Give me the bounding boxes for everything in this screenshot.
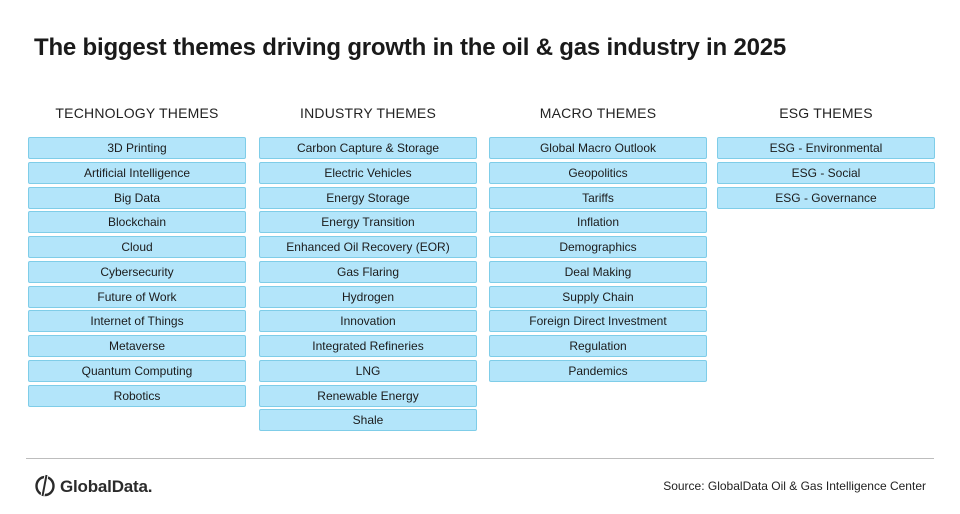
theme-box: Renewable Energy bbox=[259, 384, 477, 407]
theme-box: Cloud bbox=[28, 236, 246, 258]
source-note: Source: GlobalData Oil & Gas Intelligenc… bbox=[663, 479, 926, 493]
column-esg-themes: ESG THEMES ESG - Environmental ESG - Soci… bbox=[717, 104, 935, 211]
theme-box: Quantum Computing bbox=[28, 359, 246, 382]
theme-box: Shale bbox=[259, 409, 477, 432]
theme-box: Foreign Direct Investment bbox=[489, 310, 707, 333]
theme-list: ESG - Environmental ESG - Social ESG - Gov… bbox=[717, 137, 935, 209]
column-heading: MACRO THEMES bbox=[539, 105, 657, 121]
theme-box: Cybersecurity bbox=[28, 260, 246, 283]
theme-box: 3D Printing bbox=[28, 137, 246, 159]
theme-box: Supply Chain bbox=[489, 285, 707, 308]
column-industry-themes: INDUSTRY THEMES Carbon Capture & Storage… bbox=[259, 104, 477, 434]
theme-box: Electric Vehicles bbox=[259, 161, 477, 184]
theme-box: Artificial Intelligence bbox=[28, 161, 246, 184]
column-heading: ESG THEMES bbox=[779, 105, 873, 121]
theme-box: Integrated Refineries bbox=[259, 335, 477, 357]
theme-box: Deal Making bbox=[489, 260, 707, 283]
theme-box: ESG - Social bbox=[717, 161, 935, 184]
theme-list: Global Macro Outlook Geopolitics Tariffs In… bbox=[489, 137, 707, 382]
theme-box: ESG - Environmental bbox=[717, 137, 935, 159]
theme-list: Carbon Capture & Storage Electric Vehicle… bbox=[259, 137, 477, 432]
theme-list: 3D Printing Artificial Intelligence Big Da… bbox=[28, 137, 246, 407]
column-technology-themes: TECHNOLOGY THEMES 3D Printing Artificial … bbox=[28, 104, 246, 409]
column-macro-themes: MACRO THEMES Global Macro Outlook Geopoli… bbox=[489, 104, 707, 385]
column-heading: INDUSTRY THEMES bbox=[299, 105, 437, 121]
theme-box: Inflation bbox=[489, 211, 707, 234]
theme-box: Geopolitics bbox=[489, 161, 707, 184]
theme-box: Metaverse bbox=[28, 335, 246, 357]
theme-box: ESG - Governance bbox=[717, 186, 935, 209]
theme-box: Hydrogen bbox=[259, 285, 477, 308]
theme-box: Robotics bbox=[28, 384, 246, 407]
theme-box: Pandemics bbox=[489, 359, 707, 382]
column-heading: TECHNOLOGY THEMES bbox=[55, 105, 219, 121]
theme-box: Gas Flaring bbox=[259, 260, 477, 283]
theme-box: LNG bbox=[259, 359, 477, 382]
theme-box: Regulation bbox=[489, 335, 707, 357]
theme-box: Carbon Capture & Storage bbox=[259, 137, 477, 159]
theme-box: Enhanced Oil Recovery (EOR) bbox=[259, 236, 477, 258]
theme-box: Internet of Things bbox=[28, 310, 246, 333]
theme-box: Tariffs bbox=[489, 186, 707, 209]
globaldata-logo: GlobalData. bbox=[34, 474, 152, 500]
theme-box: Innovation bbox=[259, 310, 477, 333]
theme-box: Future of Work bbox=[28, 285, 246, 308]
page-title: The biggest themes driving growth in the… bbox=[34, 34, 787, 61]
logo-text: GlobalData. bbox=[60, 477, 153, 496]
theme-box: Blockchain bbox=[28, 211, 246, 234]
theme-box: Energy Transition bbox=[259, 211, 477, 234]
theme-box: Demographics bbox=[489, 236, 707, 258]
theme-box: Energy Storage bbox=[259, 186, 477, 209]
theme-box: Big Data bbox=[28, 186, 246, 209]
theme-box: Global Macro Outlook bbox=[489, 137, 707, 159]
globaldata-logo-icon bbox=[34, 473, 56, 502]
footer-divider bbox=[26, 458, 934, 459]
